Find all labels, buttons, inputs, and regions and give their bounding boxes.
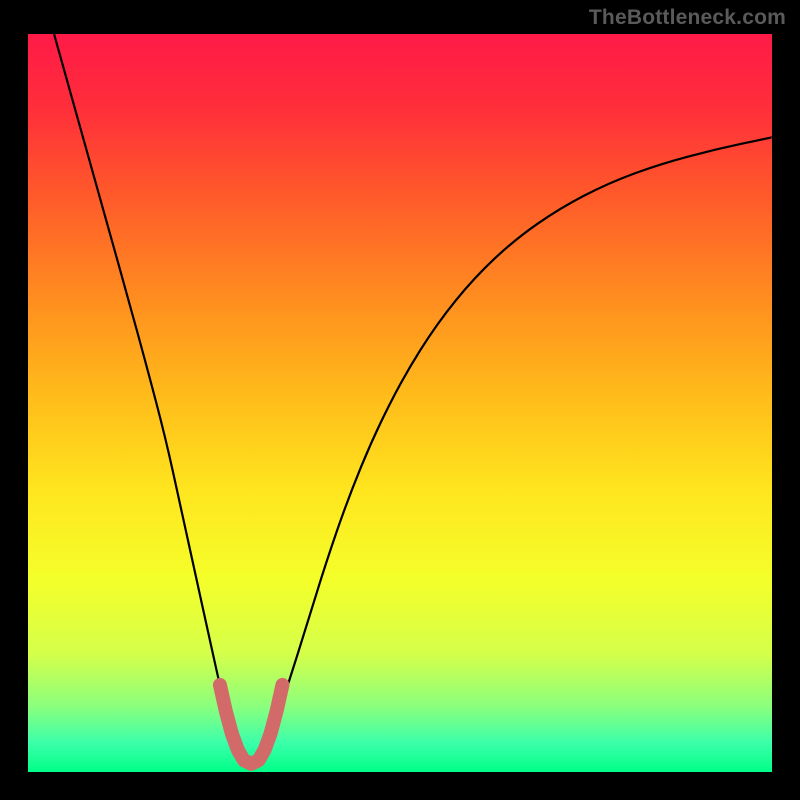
sweet-spot-highlight	[220, 685, 283, 764]
bottleneck-curve	[54, 34, 772, 760]
curve-layer	[28, 34, 772, 772]
plot-area	[28, 34, 772, 772]
watermark-text: TheBottleneck.com	[589, 6, 786, 30]
